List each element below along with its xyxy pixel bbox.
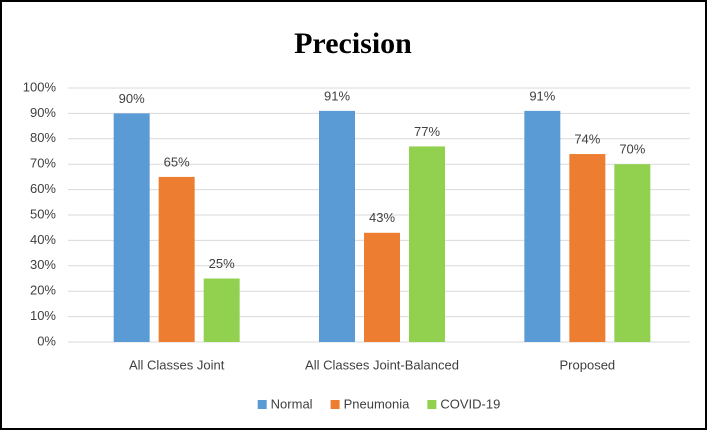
bar <box>614 164 651 342</box>
data-label: 77% <box>414 124 440 139</box>
y-tick-label: 30% <box>30 257 56 272</box>
x-tick-label: All Classes Joint-Balanced <box>305 357 459 372</box>
data-label: 90% <box>119 91 145 106</box>
y-tick-label: 50% <box>30 206 56 221</box>
x-tick-label: All Classes Joint <box>129 357 225 372</box>
bar <box>569 154 606 342</box>
data-label: 65% <box>164 154 190 169</box>
legend-label: Pneumonia <box>344 396 411 411</box>
bar <box>524 110 561 342</box>
legend-swatch <box>427 400 437 409</box>
y-tick-label: 20% <box>30 283 56 298</box>
legend-label: Normal <box>271 396 313 411</box>
legend-swatch <box>257 400 267 409</box>
y-tick-label: 40% <box>30 232 56 247</box>
bar <box>364 232 400 342</box>
data-label: 25% <box>209 256 235 271</box>
y-tick-label: 100% <box>23 79 57 94</box>
data-label: 70% <box>619 142 645 157</box>
y-tick-label: 10% <box>30 308 56 323</box>
legend-swatch <box>330 400 340 409</box>
y-tick-label: 70% <box>30 156 56 171</box>
data-label: 74% <box>574 131 600 146</box>
x-tick-label: Proposed <box>560 357 616 372</box>
y-tick-label: 90% <box>30 105 56 120</box>
bar <box>319 110 355 342</box>
y-tick-label: 80% <box>30 130 56 145</box>
data-label: 91% <box>529 88 555 103</box>
bar <box>203 278 240 342</box>
bar <box>113 113 150 343</box>
bar <box>409 146 445 342</box>
legend-label: COVID-19 <box>440 396 500 411</box>
chart-title: Precision <box>294 27 412 60</box>
bar <box>158 176 195 342</box>
data-label: 91% <box>324 88 350 103</box>
y-tick-label: 0% <box>37 333 56 348</box>
data-label: 43% <box>369 210 395 225</box>
y-tick-label: 60% <box>30 181 56 196</box>
